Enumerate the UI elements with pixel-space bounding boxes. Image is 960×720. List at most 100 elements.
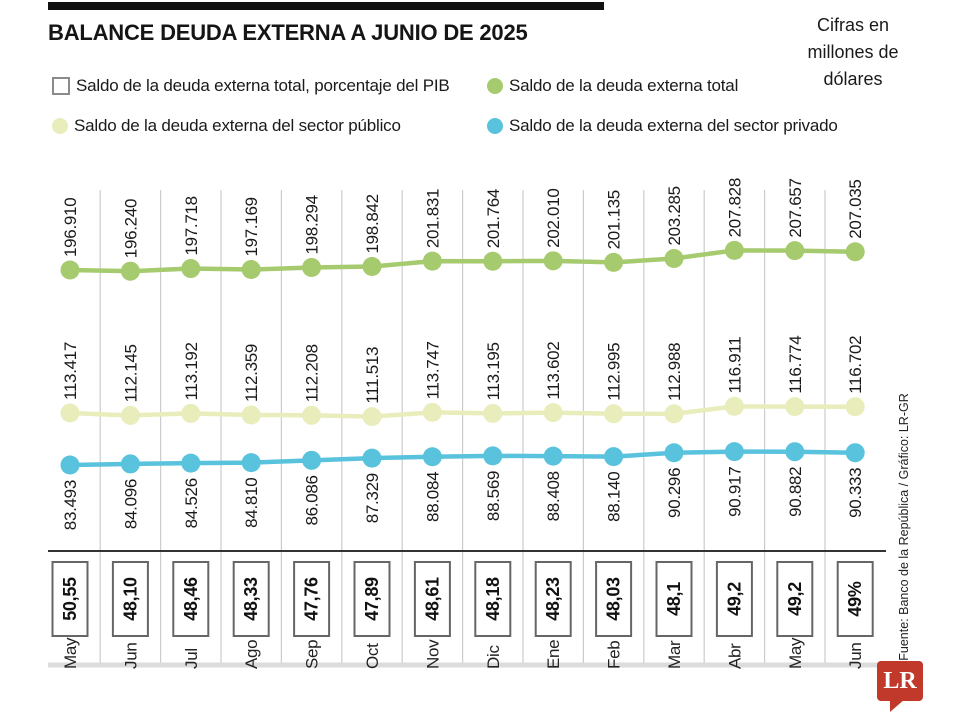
source-credit: Fuente: Banco de la República / Gráfico:…: [897, 393, 911, 661]
data-label: 90.882: [786, 467, 805, 517]
data-label: 198.294: [303, 195, 322, 254]
data-point: [120, 261, 140, 281]
data-point: [483, 403, 503, 423]
data-label: 201.764: [484, 189, 503, 248]
pib-percent-box: [111, 561, 149, 637]
legend-label: Saldo de la deuda externa total, porcent…: [76, 76, 450, 95]
pib-percent-box: [172, 561, 210, 637]
pib-percent-label: 48,61: [422, 577, 442, 621]
legend-item-pib: Saldo de la deuda externa total, porcent…: [52, 76, 450, 96]
month-label: Jul: [182, 648, 201, 669]
top-rule: [48, 2, 604, 10]
series-line: [69, 449, 856, 468]
data-label: 197.169: [242, 197, 261, 256]
legend-label: Saldo de la deuda externa del sector pri…: [509, 116, 838, 135]
pib-percent-label: 48,46: [181, 577, 201, 621]
data-label: 90.333: [846, 468, 865, 518]
month-label: May: [786, 637, 805, 669]
data-point: [241, 405, 261, 425]
pib-percent-box: [595, 561, 633, 637]
data-label: 84.096: [121, 479, 140, 529]
green-dot-marker-icon: [487, 78, 503, 94]
data-point: [60, 260, 80, 280]
data-label: 113.417: [61, 342, 80, 400]
data-label: 90.917: [725, 467, 744, 517]
data-point: [181, 259, 201, 279]
month-label: Jun: [846, 642, 865, 669]
series-line: [69, 248, 856, 274]
data-point: [60, 403, 80, 423]
series-line: [69, 404, 856, 419]
month-label: Oct: [363, 643, 382, 669]
data-point: [120, 405, 140, 425]
blue-dot-marker-icon: [487, 118, 503, 134]
month-label: May: [61, 637, 80, 669]
data-label: 87.329: [363, 473, 382, 523]
data-point: [181, 453, 201, 473]
data-label: 88.140: [605, 472, 624, 522]
unit-note: Cifras en millones de dólares: [807, 15, 899, 89]
data-label: 116.774: [786, 336, 805, 394]
pib-percent-box: [232, 561, 270, 637]
data-label: 84.526: [182, 478, 201, 528]
data-label: 90.296: [665, 468, 684, 518]
data-point: [302, 450, 322, 470]
data-label: 113.192: [182, 342, 201, 400]
month-label: Feb: [605, 641, 624, 669]
data-point: [181, 403, 201, 423]
data-point: [422, 251, 442, 271]
data-point: [543, 251, 563, 271]
data-point: [785, 397, 805, 417]
data-label: 203.285: [665, 186, 684, 245]
pib-percent-box: [534, 561, 572, 637]
data-point: [664, 404, 684, 424]
data-label: 116.702: [846, 336, 865, 394]
data-point: [60, 455, 80, 475]
data-label: 197.718: [182, 196, 201, 255]
pib-percent-label: 50,55: [60, 577, 80, 621]
pib-percent-label: 48,1: [664, 582, 684, 616]
month-label: Nov: [423, 639, 442, 669]
cream-dot-marker-icon: [52, 118, 68, 134]
square-outline-marker-icon: [52, 77, 70, 95]
pib-percent-box: [413, 561, 451, 637]
data-label: 112.145: [121, 344, 140, 402]
data-label: 207.657: [786, 178, 805, 237]
data-point: [664, 443, 684, 463]
pib-percent-label: 49%: [845, 581, 865, 616]
pib-percent-label: 47,89: [362, 577, 382, 621]
lr-logo-tail: [890, 699, 905, 712]
data-point: [604, 252, 624, 272]
data-point: [604, 447, 624, 467]
data-label: 201.831: [423, 189, 442, 248]
month-label: Ago: [242, 640, 261, 669]
data-label: 198.842: [363, 194, 382, 253]
data-point: [543, 403, 563, 423]
data-label: 196.910: [61, 198, 80, 257]
data-point: [785, 241, 805, 261]
data-point: [241, 260, 261, 280]
data-point: [724, 442, 744, 462]
data-label: 88.569: [484, 471, 503, 521]
pib-percent-box: [474, 561, 512, 637]
data-point: [724, 396, 744, 416]
data-point: [302, 405, 322, 425]
data-point: [483, 446, 503, 466]
data-label: 112.359: [242, 344, 261, 402]
data-point: [845, 242, 865, 262]
data-label: 113.747: [423, 341, 442, 399]
data-label: 116.911: [725, 337, 744, 394]
data-label: 196.240: [121, 199, 140, 258]
lr-logo-text: LR: [883, 667, 917, 694]
pib-percent-box: [51, 561, 89, 637]
pib-percent-label: 49,2: [785, 582, 805, 616]
data-label: 86.086: [303, 475, 322, 525]
data-label: 113.602: [544, 342, 563, 400]
data-point: [845, 443, 865, 463]
data-point: [120, 454, 140, 474]
month-label: Mar: [665, 640, 684, 669]
pib-percent-label: 48,03: [604, 577, 624, 621]
data-point: [664, 249, 684, 269]
pib-percent-box: [353, 561, 391, 637]
